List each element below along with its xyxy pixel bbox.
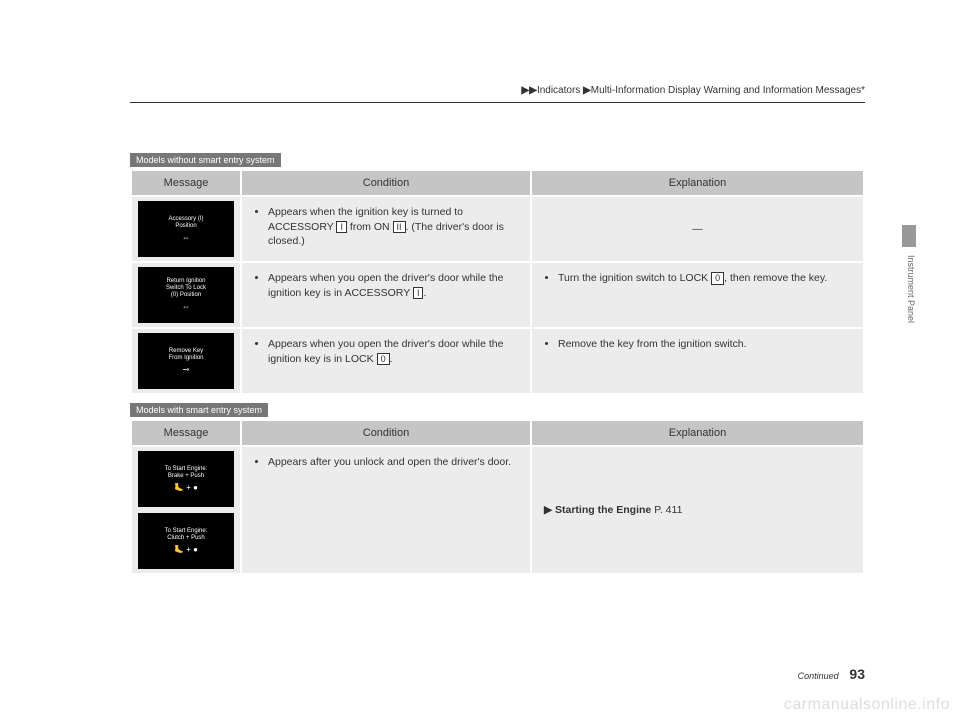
table-header-row: Message Condition Explanation [131, 420, 864, 446]
page-content: ▶▶Indicators ▶Multi-Information Display … [0, 0, 960, 623]
xref-arrow-icon: ▶ [544, 504, 555, 516]
col-header-condition: Condition [241, 170, 531, 196]
cond-text: Appears after you unlock and open the dr… [268, 455, 518, 470]
display-line: Remove Key [169, 348, 203, 354]
breadcrumb-part2: Multi-Information Display Warning and In… [591, 85, 861, 96]
display-icon: ⊸ [183, 365, 190, 375]
exp-text: Remove the key from the ignition switch. [558, 337, 851, 352]
explanation-cell: Turn the ignition switch to LOCK 0, then… [531, 262, 864, 328]
position-box: 0 [711, 272, 724, 285]
display-line: Switch To Lock [166, 285, 206, 291]
message-cell: To Start Engine:Brake + Push 🦶 + ● To St… [131, 446, 241, 574]
display-graphic: To Start Engine:Brake + Push 🦶 + ● [138, 451, 234, 507]
display-line: Accessory (I) [168, 216, 203, 222]
display-icon: ⇔ [182, 302, 190, 312]
position-box: II [393, 221, 406, 234]
display-line: To Start Engine: [165, 528, 208, 534]
section-label-1: Models without smart entry system [130, 153, 281, 167]
display-line: From Ignition [168, 355, 203, 361]
section-label-2: Models with smart entry system [130, 403, 268, 417]
table-row: Return IgnitionSwitch To Lock(0) Positio… [131, 262, 864, 328]
table-2: Message Condition Explanation To Start E… [130, 419, 865, 575]
breadcrumb-arrow-icon: ▶▶ [522, 85, 537, 96]
condition-cell: Appears when the ignition key is turned … [241, 196, 531, 262]
position-box: 0 [377, 353, 390, 366]
col-header-explanation: Explanation [531, 170, 864, 196]
breadcrumb-arrow-icon: ▶ [583, 85, 591, 96]
col-header-explanation: Explanation [531, 420, 864, 446]
exp-text: , then remove the key. [724, 272, 827, 284]
table-row: To Start Engine:Brake + Push 🦶 + ● To St… [131, 446, 864, 574]
breadcrumb-part1: Indicators [537, 85, 580, 96]
display-line: To Start Engine: [165, 466, 208, 472]
message-cell: Remove KeyFrom Ignition ⊸ [131, 328, 241, 394]
display-graphic: Accessory (I)Position ⇔ [138, 201, 234, 257]
display-graphic: To Start Engine:Clutch + Push 🦶 + ● [138, 513, 234, 569]
display-icon: 🦶 + ● [174, 545, 198, 555]
explanation-cell: Remove the key from the ignition switch. [531, 328, 864, 394]
explanation-cell: — [531, 196, 864, 262]
xref-label: Starting the Engine [555, 504, 651, 516]
condition-cell: Appears after you unlock and open the dr… [241, 446, 531, 574]
display-graphic: Remove KeyFrom Ignition ⊸ [138, 333, 234, 389]
message-cell: Accessory (I)Position ⇔ [131, 196, 241, 262]
position-box: I [413, 287, 424, 300]
display-line: (0) Position [171, 292, 201, 298]
col-header-condition: Condition [241, 420, 531, 446]
display-graphic: Return IgnitionSwitch To Lock(0) Positio… [138, 267, 234, 323]
breadcrumb: ▶▶Indicators ▶Multi-Information Display … [130, 85, 865, 103]
continued-label: Continued [798, 671, 839, 681]
cond-text: Appears when you open the driver's door … [268, 272, 503, 299]
condition-cell: Appears when you open the driver's door … [241, 262, 531, 328]
exp-text: Turn the ignition switch to LOCK [558, 272, 711, 284]
watermark: carmanualsonline.info [784, 696, 950, 714]
condition-cell: Appears when you open the driver's door … [241, 328, 531, 394]
position-box: I [336, 221, 347, 234]
cond-text: . [423, 287, 426, 299]
page-footer: Continued 93 [798, 666, 865, 682]
page-number: 93 [849, 666, 865, 682]
display-icon: ⇔ [182, 233, 190, 243]
cond-text: . [390, 353, 393, 365]
table-1: Message Condition Explanation Accessory … [130, 169, 865, 395]
display-line: Clutch + Push [167, 535, 205, 541]
table-row: Remove KeyFrom Ignition ⊸ Appears when y… [131, 328, 864, 394]
display-line: Return Ignition [166, 278, 205, 284]
table-row: Accessory (I)Position ⇔ Appears when the… [131, 196, 864, 262]
xref-page: P. 411 [654, 504, 682, 516]
display-icon: 🦶 + ● [174, 483, 198, 493]
display-line: Position [175, 223, 196, 229]
message-cell: Return IgnitionSwitch To Lock(0) Positio… [131, 262, 241, 328]
table-header-row: Message Condition Explanation [131, 170, 864, 196]
display-line: Brake + Push [168, 473, 204, 479]
explanation-cell: ▶ Starting the Engine P. 411 [531, 446, 864, 574]
col-header-message: Message [131, 420, 241, 446]
cond-text: from ON [347, 221, 393, 233]
col-header-message: Message [131, 170, 241, 196]
